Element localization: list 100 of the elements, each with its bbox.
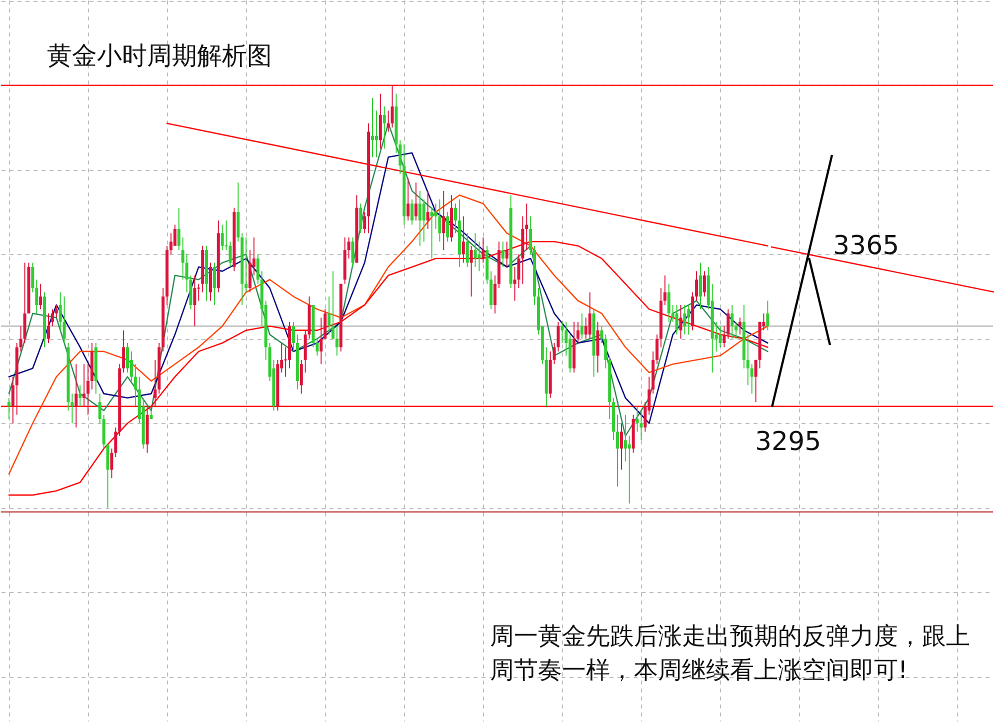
candlestick: [426, 190, 430, 230]
candlestick: [256, 254, 260, 284]
candlestick: [722, 326, 726, 348]
candlestick: [11, 376, 14, 424]
candlestick: [746, 334, 750, 386]
candlestick: [359, 203, 362, 234]
candlestick: [390, 84, 394, 128]
candlestick: [292, 321, 295, 352]
candlestick: [228, 241, 232, 268]
candlestick: [181, 236, 184, 280]
candlestick: [300, 359, 303, 394]
candlestick: [70, 393, 74, 424]
candlestick: [734, 321, 738, 340]
candlestick: [675, 304, 678, 336]
candlestick: [525, 203, 528, 251]
candlestick: [173, 224, 176, 246]
candlestick: [134, 364, 137, 407]
candlestick: [320, 317, 323, 365]
candlestick: [122, 330, 126, 374]
candlestick: [316, 338, 319, 356]
candlestick: [46, 312, 50, 344]
candlestick: [114, 426, 118, 458]
candlestick: [474, 232, 477, 268]
candlestick: [683, 304, 686, 336]
candlestick: [482, 236, 485, 264]
candlestick: [98, 393, 102, 424]
candlestick: [494, 274, 497, 314]
candlestick: [347, 236, 350, 260]
candlestick: [410, 198, 414, 226]
candlestick: [374, 110, 378, 158]
candlestick: [422, 198, 426, 242]
candlestick: [730, 304, 734, 340]
text: 周一黄金先跌后涨走出预期的反弹力度，跟上周节奏一样，本周继续看上涨空间即可!: [490, 621, 971, 686]
candlestick: [656, 334, 659, 365]
candlestick: [398, 140, 402, 175]
candlestick: [177, 207, 180, 251]
candlestick: [31, 262, 34, 293]
candlestick: [620, 422, 623, 470]
candlestick: [62, 296, 66, 344]
candlestick: [193, 274, 196, 327]
candlestick: [687, 304, 690, 336]
candlestick: [750, 364, 754, 394]
candlestick: [462, 216, 465, 264]
candlestick: [726, 308, 730, 340]
candlestick: [560, 321, 564, 344]
candlestick: [454, 203, 457, 234]
candlestick: [640, 410, 643, 441]
candlestick: [212, 262, 216, 306]
candlestick: [600, 326, 604, 344]
candlestick: [624, 414, 627, 462]
candlestick: [86, 364, 90, 416]
candlestick: [584, 317, 588, 340]
text: 3365: [833, 230, 900, 263]
candlestick: [335, 326, 338, 356]
candlestick: [414, 182, 418, 221]
chart-title: 黄金小时周期解析图: [47, 40, 272, 72]
candlestick: [220, 224, 224, 251]
candlestick: [54, 304, 58, 318]
annotation: 3295: [755, 426, 822, 459]
candlestick: [505, 241, 508, 268]
candlestick: [371, 98, 374, 158]
candlestick: [529, 216, 532, 255]
candlestick: [19, 326, 22, 352]
candlestick: [628, 435, 631, 504]
candlestick: [351, 236, 354, 268]
candlestick: [702, 270, 706, 298]
candlestick: [679, 304, 682, 340]
candlestick: [576, 321, 580, 344]
candlestick: [58, 292, 62, 331]
candlestick: [604, 334, 608, 369]
candlestick: [363, 212, 366, 234]
candlestick: [7, 397, 10, 420]
candlestick: [244, 236, 248, 293]
candlestick: [331, 270, 334, 340]
candlestick: [442, 190, 446, 251]
candlestick: [738, 317, 742, 336]
candlestick: [110, 448, 114, 479]
candlestick: [154, 359, 157, 407]
candlestick: [754, 359, 758, 403]
candlestick: [50, 308, 54, 327]
candlestick: [169, 232, 172, 255]
candlestick: [501, 241, 504, 268]
candlestick: [130, 350, 133, 382]
candlestick: [718, 326, 722, 348]
candlestick: [328, 296, 331, 336]
candlestick: [386, 110, 390, 132]
candlestick: [434, 203, 438, 230]
candlestick: [382, 106, 386, 150]
candlestick: [438, 198, 442, 242]
candlestick: [695, 270, 698, 302]
candlestick: [78, 384, 82, 407]
candlestick: [430, 207, 434, 260]
candlestick: [406, 178, 410, 221]
candlestick: [470, 245, 473, 298]
candlestick: [766, 300, 770, 331]
candlestick: [466, 232, 469, 268]
candlestick: [446, 212, 450, 242]
candlestick: [667, 283, 670, 322]
candlestick: [126, 342, 130, 374]
candlestick: [663, 274, 666, 306]
